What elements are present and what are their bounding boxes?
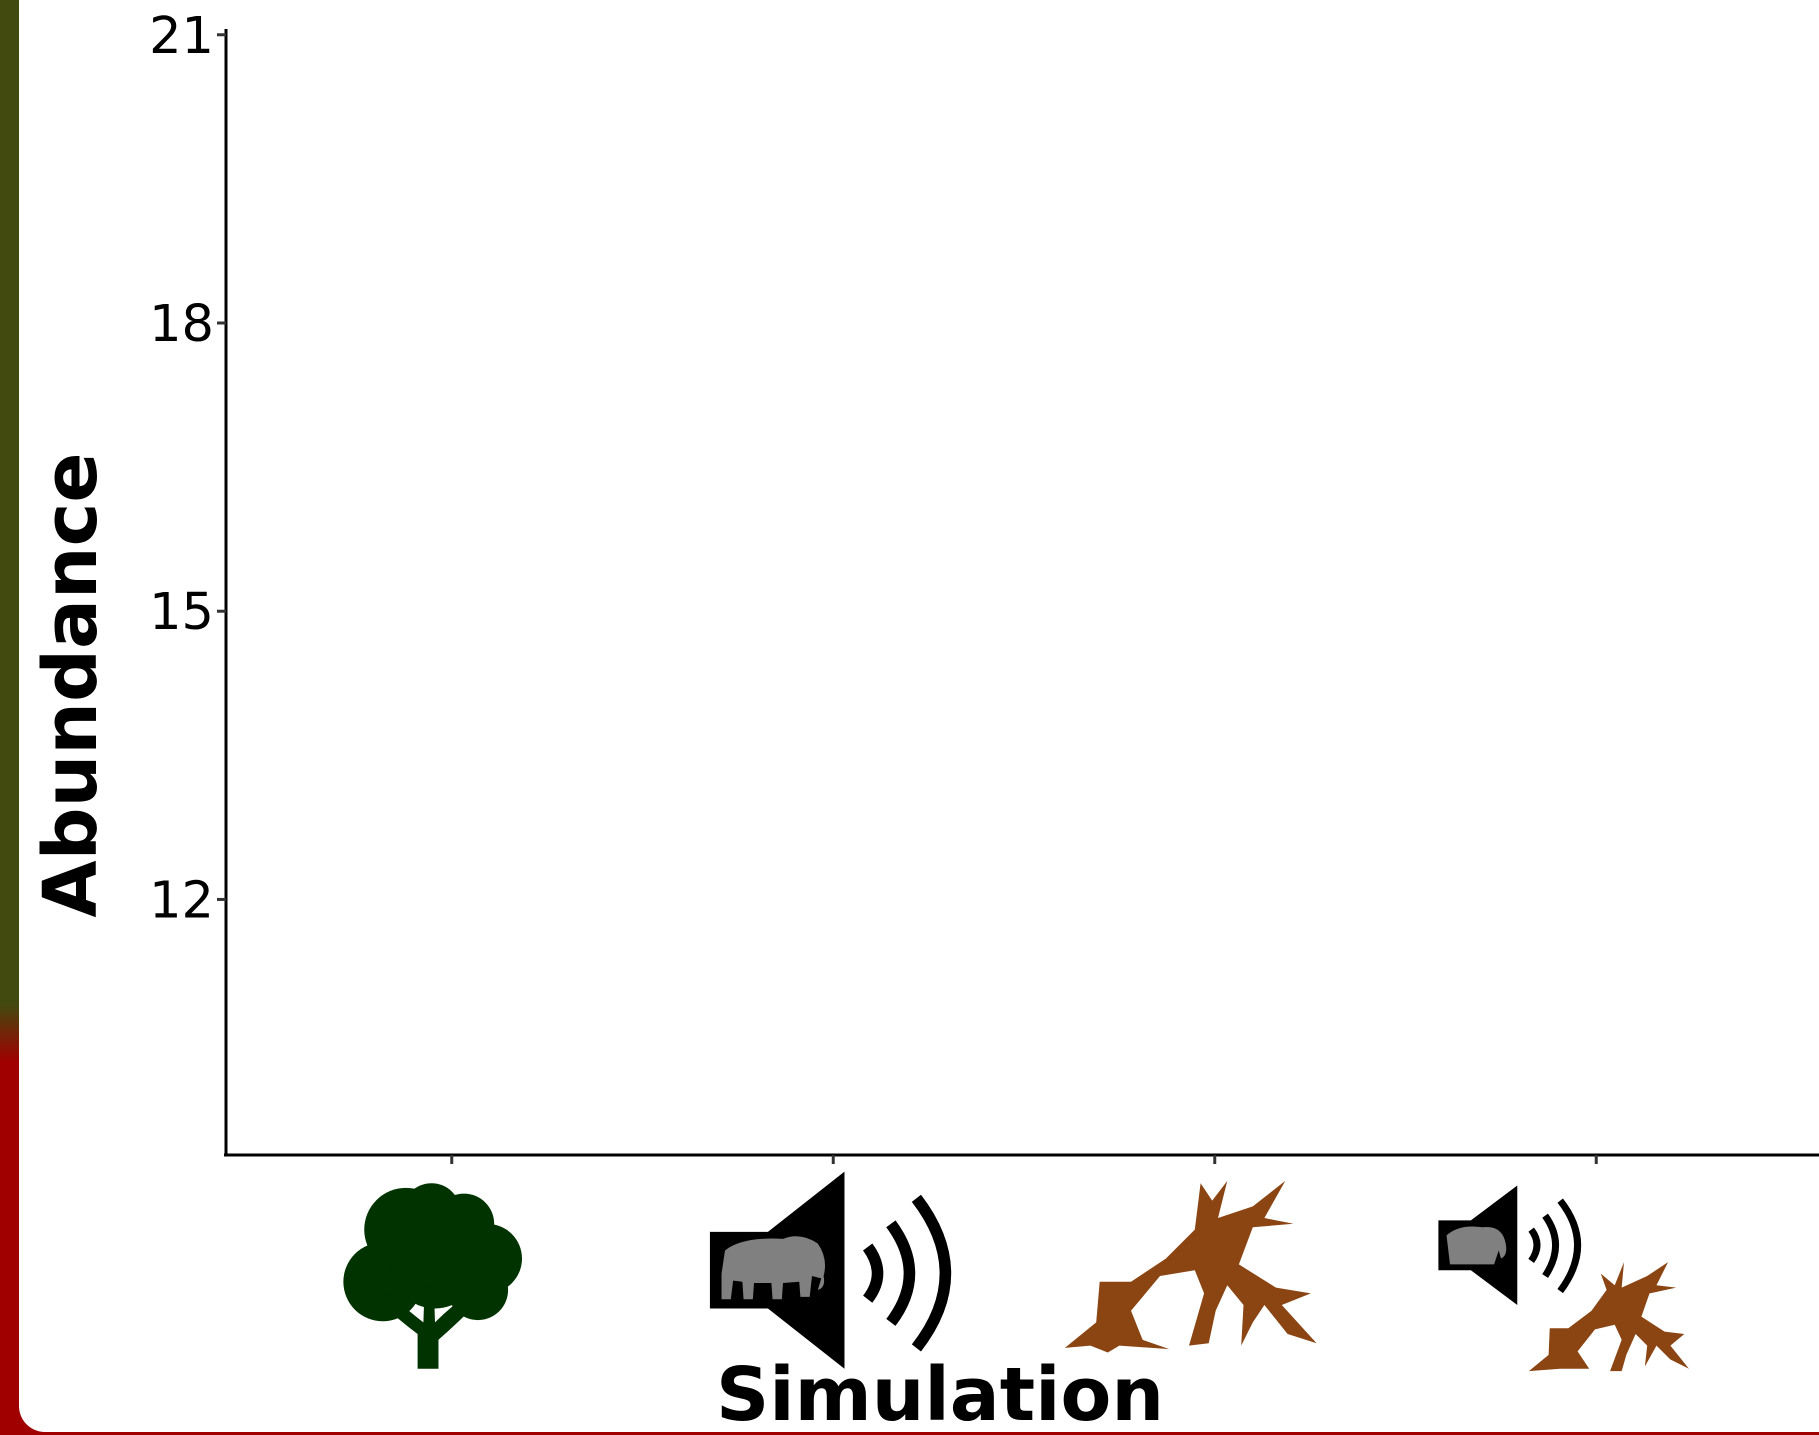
combined-icon [1438, 1185, 1689, 1372]
x-axis-title: Simulation [716, 1352, 1164, 1435]
dead-tree-icon [1064, 1180, 1317, 1353]
speaker-elephant-icon [709, 1171, 952, 1369]
panel [19, 0, 1819, 1432]
y-axis-title: Abundance [28, 452, 114, 917]
y-tick-label: 12 [149, 871, 214, 930]
y-tick-label: 21 [149, 7, 214, 66]
y-tick-label: 15 [149, 583, 214, 642]
y-tick-label: 18 [149, 295, 214, 354]
category-icons [343, 1171, 1689, 1372]
tree-icon [343, 1183, 522, 1369]
